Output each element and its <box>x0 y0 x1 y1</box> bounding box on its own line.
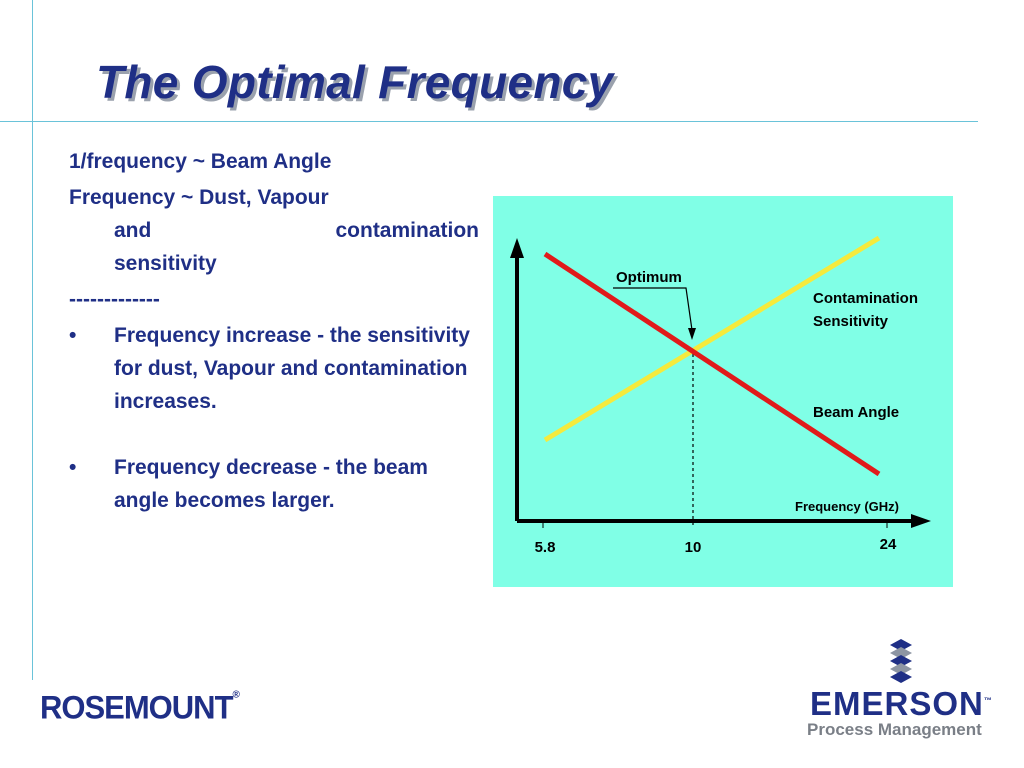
emerson-logo: EMERSON™ Process Management <box>804 637 992 747</box>
series-line-beam-angle <box>543 251 881 477</box>
line-dust-vapour-mid: and contamination <box>69 214 479 247</box>
chart-svg: Optimum Contamination Sensitivity Beam A… <box>510 235 931 556</box>
optimum-arrow-icon <box>688 328 696 340</box>
rosemount-logo: ROSEMOUNT® <box>40 689 240 727</box>
vertical-rule <box>32 0 33 680</box>
x-tick-label-24: 24 <box>880 536 897 553</box>
legend-label-beam-angle: Beam Angle <box>813 404 899 421</box>
separator: ------------- <box>69 288 160 311</box>
word-contamination: contamination <box>335 219 479 242</box>
bullet-item: • Frequency decrease - the beam angle be… <box>69 451 479 517</box>
slide-title: The Optimal Frequency <box>96 56 614 108</box>
legend-label-contamination-sensitivity: Contamination Sensitivity <box>813 290 922 330</box>
word-sensitivity: sensitivity <box>114 252 217 275</box>
emerson-subtitle: Process Management <box>807 720 982 739</box>
frequency-chart: Optimum Contamination Sensitivity Beam A… <box>493 196 953 587</box>
optimum-label: Optimum <box>616 269 682 286</box>
x-axis-arrow-icon <box>911 514 931 528</box>
legend-line-1: Contamination <box>813 290 918 307</box>
emerson-trademark: ™ <box>983 696 992 705</box>
x-tick-label-5-8: 5.8 <box>535 539 556 556</box>
rosemount-wordmark: ROSEMOUNT <box>40 689 233 726</box>
line-dust-vapour-start: Frequency ~ Dust, Vapour <box>69 186 329 209</box>
line-dust-vapour: Frequency ~ Dust, Vapour and contaminati… <box>69 181 479 280</box>
optimum-pointer <box>613 287 693 331</box>
emerson-emblem-icon <box>890 639 912 683</box>
x-axis-label: Frequency (GHz) <box>795 499 899 514</box>
emerson-name: EMERSON <box>810 685 984 722</box>
emerson-wordmark: EMERSON™ <box>810 685 992 723</box>
bullet-item: • Frequency increase - the sensitivity f… <box>69 319 479 418</box>
word-and: and <box>114 219 152 242</box>
title-underline-rule <box>0 121 978 122</box>
rosemount-registered-mark: ® <box>232 689 240 701</box>
y-axis-arrow-icon <box>510 238 524 258</box>
legend-line-2: Sensitivity <box>813 313 889 330</box>
line-beam-angle: 1/frequency ~ Beam Angle <box>69 150 332 173</box>
series-line-contamination-sensitivity <box>543 235 881 443</box>
body-text: 1/frequency ~ Beam Angle Frequency ~ Dus… <box>69 145 479 517</box>
bullet-text-frequency-decrease: Frequency decrease - the beam angle beco… <box>114 456 428 512</box>
bullet-dot: • <box>69 324 77 347</box>
bullet-dot: • <box>69 456 77 479</box>
bullet-text-frequency-increase: Frequency increase - the sensitivity for… <box>114 324 470 413</box>
x-tick-label-10: 10 <box>685 539 702 556</box>
